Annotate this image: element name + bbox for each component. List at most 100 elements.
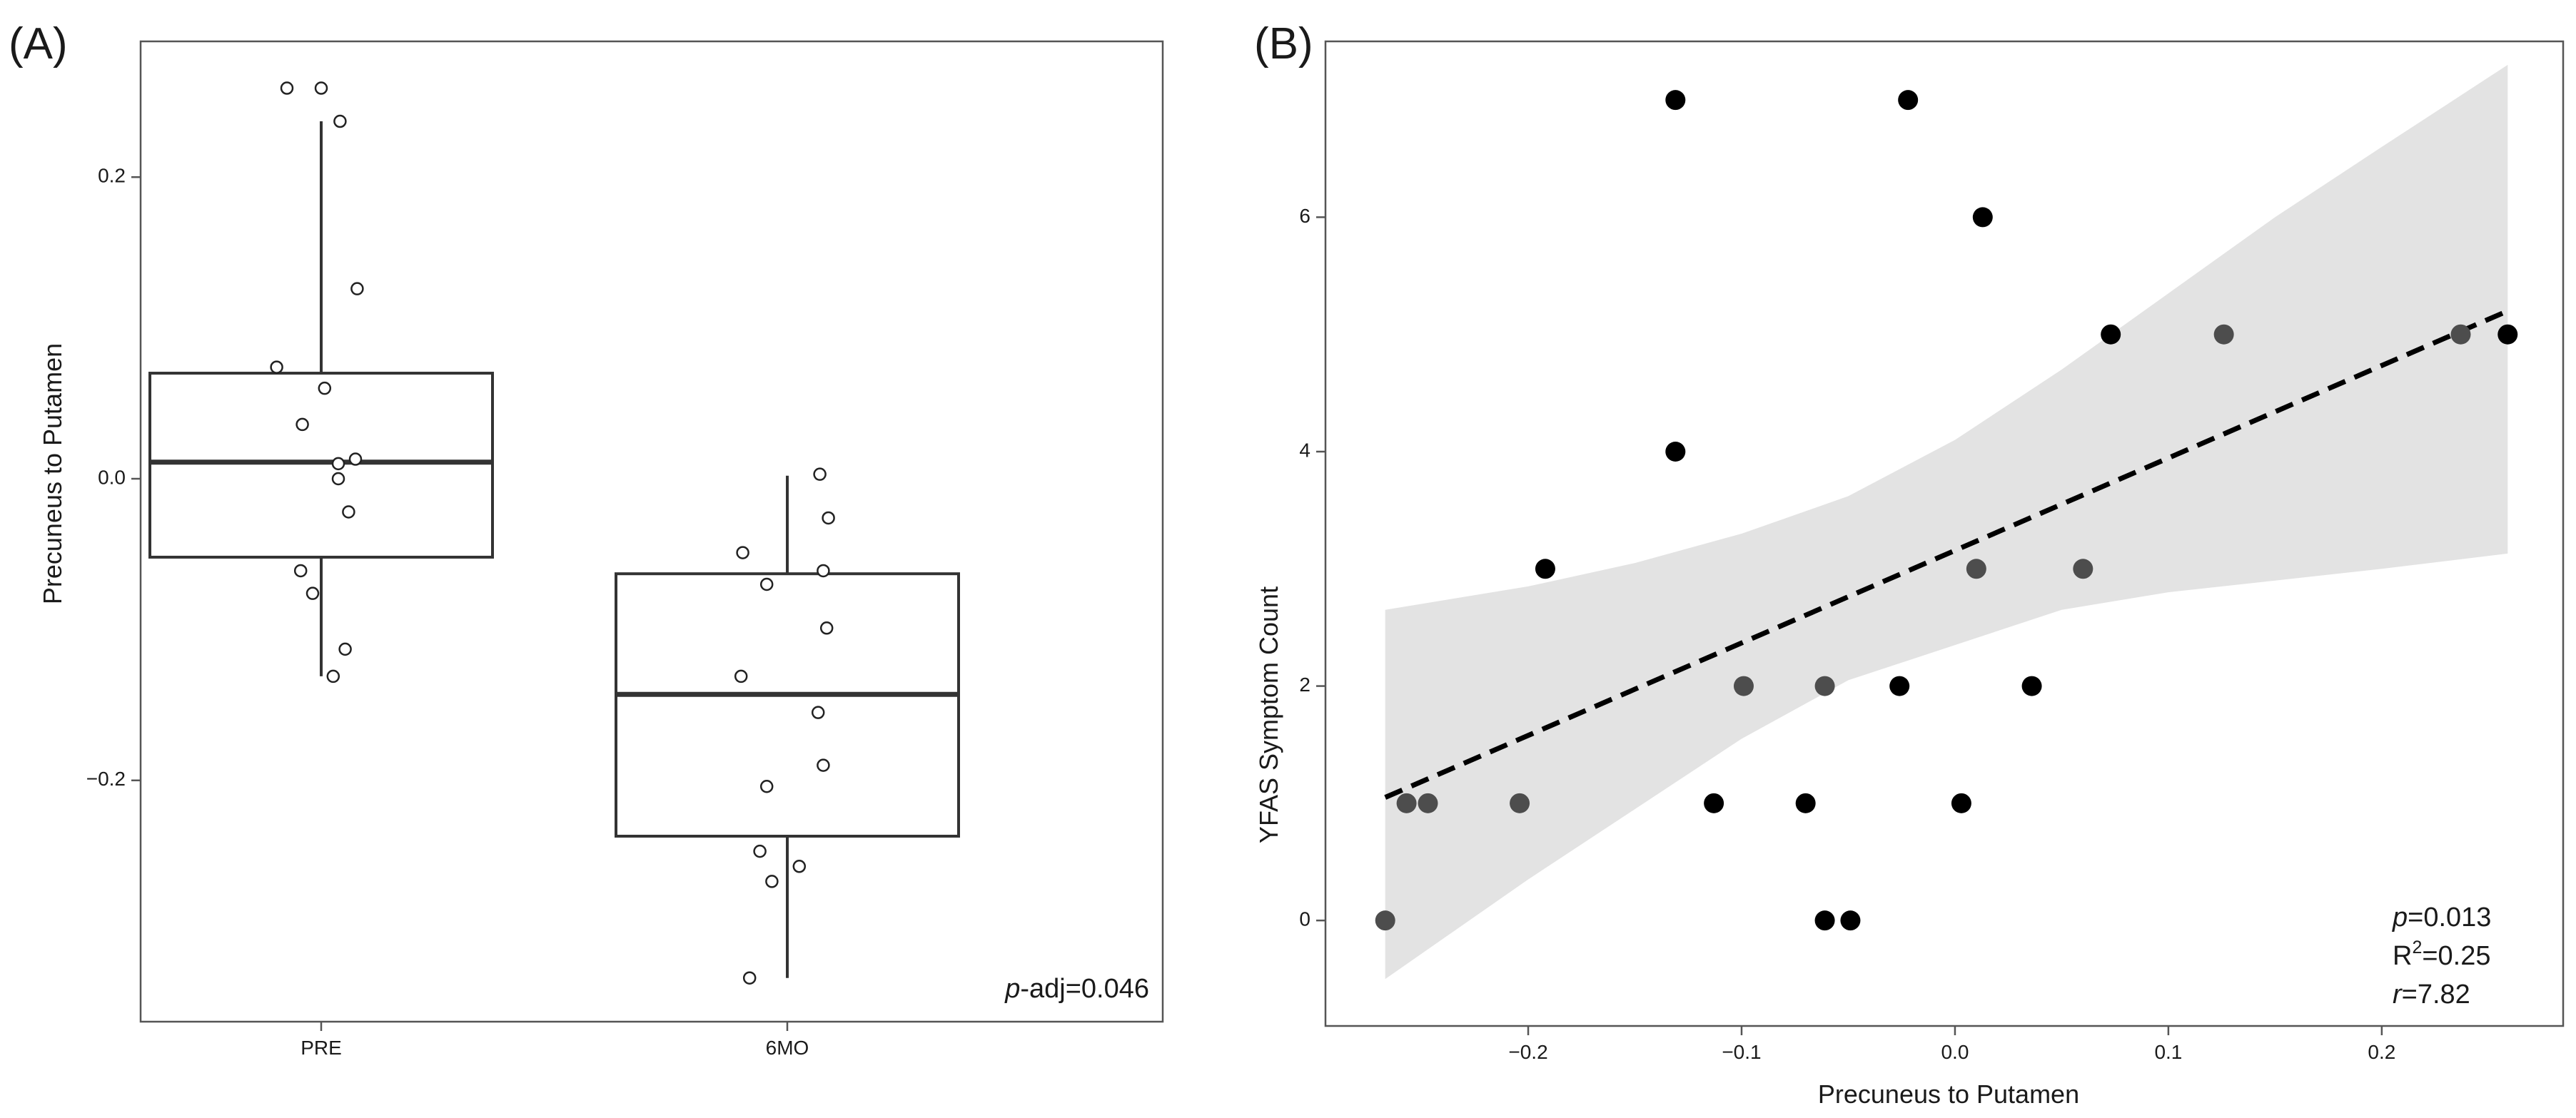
panel-b-data-point <box>1951 793 1971 813</box>
panel-b-data-point <box>2213 324 2234 345</box>
panel-b-r-label: r <box>2393 980 2403 1010</box>
panel-a-p-adj-annotation: p-adj=0.046 <box>1004 974 1149 1004</box>
panel-a-points <box>270 81 835 985</box>
panel-b-data-point <box>1418 793 1438 813</box>
panel-a-data-point <box>822 511 835 525</box>
panel-a-x-tick-label-pre: PRE <box>300 1037 342 1059</box>
panel-a-y-tick-label: −0.2 <box>86 768 126 790</box>
panel-a-data-point <box>742 971 757 985</box>
panel-a-data-point <box>759 577 774 591</box>
panel-a-label: (A) <box>9 19 68 68</box>
panel-b-data-point <box>1665 442 1686 462</box>
panel-b-r2-sup: 2 <box>2412 937 2422 957</box>
panel-b-p-label: p <box>2392 903 2408 932</box>
panel-b-data-point <box>1396 793 1417 813</box>
panel-a-plot-frame <box>139 40 1164 1023</box>
panel-a-data-point <box>314 81 328 95</box>
panel-b-data-point <box>1375 910 1395 931</box>
panel-a-data-point <box>819 621 834 635</box>
panel-b-y-axis: YFAS Symptom Count 0 2 4 6 <box>1254 205 1325 930</box>
panel-b-stats: p=0.013 R2=0.25 r=7.82 <box>2392 903 2491 1010</box>
panel-b-data-point <box>2497 324 2518 345</box>
panel-a-p-adj-value: -adj=0.046 <box>1020 974 1149 1004</box>
panel-a-data-point <box>350 282 364 295</box>
panel-b-points <box>1375 90 2518 931</box>
panel-a-p-italic: p <box>1004 974 1020 1004</box>
panel-b-x-tick-label: −0.2 <box>1508 1041 1547 1063</box>
panel-a-data-point <box>293 564 308 578</box>
panel-b-data-point <box>2101 324 2121 345</box>
panel-a-box-iqr <box>615 572 960 838</box>
panel-a-data-point <box>280 81 294 95</box>
panel-a-data-point <box>333 114 347 128</box>
panel-b-data-point <box>1898 90 1919 111</box>
panel-b-plot-frame <box>1324 40 2565 1027</box>
panel-a-box-iqr <box>148 372 494 559</box>
panel-b-y-axis-title: YFAS Symptom Count <box>1254 586 1283 843</box>
panel-a-data-point <box>326 669 340 683</box>
panel-b-data-point <box>1972 207 1993 228</box>
panel-b-r2-stat: R2=0.25 <box>2393 937 2491 971</box>
panel-a: (A) Precuneus to Putamen 0.2 0.0 −0.2 PR… <box>9 19 1164 1059</box>
panel-b-y-tick-label: 2 <box>1299 674 1310 696</box>
panel-b-x-tick-label: 0.1 <box>2154 1041 2182 1063</box>
panel-b-data-point <box>1535 559 1555 579</box>
panel-a-data-point <box>331 457 345 471</box>
panel-b-confidence-band <box>1385 64 2508 980</box>
panel-a-data-point <box>296 417 309 432</box>
panel-a-data-point <box>348 452 363 466</box>
panel-b-r2-base: R <box>2393 941 2412 971</box>
panel-a-y-tick-label: 0.2 <box>98 165 126 187</box>
panel-b-label: (B) <box>1254 19 1313 68</box>
panel-b-y-tick-label: 4 <box>1299 439 1310 461</box>
panel-b-x-axis: −0.2 −0.1 0.0 0.1 0.2 Precuneus to Putam… <box>1508 1026 2395 1109</box>
panel-b-data-point <box>1733 676 1754 696</box>
panel-a-data-point <box>765 875 779 888</box>
panel-a-y-tick-label: 0.0 <box>98 466 126 488</box>
panel-b-x-tick-label: 0.2 <box>2368 1041 2395 1063</box>
panel-b-data-point <box>1665 90 1686 111</box>
panel-b-data-point <box>1814 676 1835 696</box>
panel-a-data-point <box>792 860 807 873</box>
panel-b-x-tick-label: −0.1 <box>1722 1041 1761 1063</box>
panel-b-regression-line <box>1384 308 2509 800</box>
panel-a-data-point <box>734 669 748 683</box>
panel-a-data-point <box>813 467 827 481</box>
panel-b-data-point <box>1966 559 1986 579</box>
panel-b-r-value: =7.82 <box>2402 980 2470 1010</box>
panel-a-data-point <box>811 706 825 719</box>
panel-a-y-axis: Precuneus to Putamen 0.2 0.0 −0.2 <box>38 165 141 790</box>
panel-b-p-stat: p=0.013 <box>2392 903 2491 932</box>
panel-b-data-point <box>1840 910 1861 931</box>
panel-b-x-tick-label: 0.0 <box>1941 1041 1969 1063</box>
panel-a-x-axis: PRE 6MO <box>300 1022 809 1059</box>
panel-b-y-tick-label: 6 <box>1299 205 1310 227</box>
panel-a-data-point <box>817 564 830 578</box>
panel-a-data-point <box>736 546 749 559</box>
panel-a-data-point <box>817 758 830 772</box>
panel-b-data-point <box>1814 910 1835 931</box>
panel-b-data-point <box>2450 324 2471 345</box>
panel-b-data-point <box>1704 793 1724 813</box>
panel-b: (B) YFAS Symptom Count 0 2 4 6 −0.2 −0.1… <box>1254 19 2565 1109</box>
panel-a-box-6mo <box>615 475 960 978</box>
panel-b-p-value: =0.013 <box>2408 903 2491 932</box>
panel-a-x-tick-label-6mo: 6MO <box>766 1037 809 1059</box>
panel-b-data-point <box>2073 559 2093 579</box>
panel-a-y-axis-title: Precuneus to Putamen <box>38 343 67 604</box>
panel-a-box-pre <box>148 121 494 676</box>
panel-a-data-point <box>753 844 767 858</box>
panel-a-data-point <box>318 381 332 395</box>
panel-b-data-point <box>1795 793 1816 813</box>
panel-a-data-point <box>342 505 355 519</box>
panel-b-data-point <box>1889 676 1910 696</box>
panel-b-y-tick-label: 0 <box>1299 908 1310 930</box>
panel-b-data-point <box>2021 676 2042 696</box>
panel-a-data-point <box>270 360 283 374</box>
panel-b-r-stat: r=7.82 <box>2393 980 2470 1010</box>
panel-a-data-point <box>759 779 774 793</box>
panel-a-data-point <box>338 642 352 656</box>
panel-b-r2-value: =0.25 <box>2422 941 2490 971</box>
